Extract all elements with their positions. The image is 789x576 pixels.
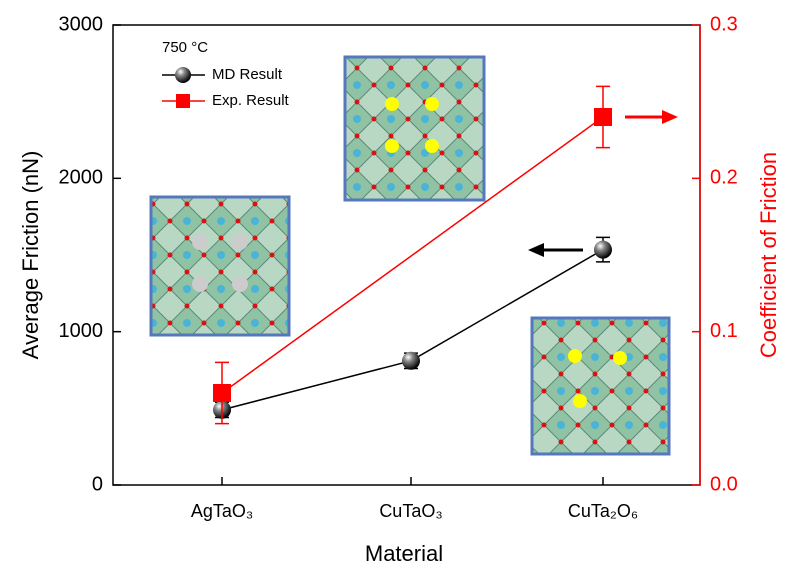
y-tick-label: 3000: [59, 13, 104, 35]
x-tick-label: CuTaO₃: [379, 501, 442, 521]
inset-agtao3: [149, 195, 291, 337]
y-axis-label: Average Friction (nN): [18, 151, 43, 360]
legend-title: 750 °C: [162, 39, 208, 56]
x-tick-label: CuTa₂O₆: [568, 501, 638, 521]
y-tick-label: 2000: [59, 167, 104, 189]
y2-axis-label: Coefficient of Friction: [756, 152, 781, 358]
y2-tick-label: 0.0: [710, 473, 738, 495]
x-tick-label: AgTaO₃: [191, 501, 253, 521]
x-axis-label: Material: [365, 541, 443, 566]
series-line: [221, 116, 604, 394]
y2-tick-label: 0.1: [710, 320, 738, 342]
marker: [594, 108, 612, 126]
legend-marker: [176, 94, 190, 108]
arrow-left: [528, 243, 583, 257]
marker: [213, 384, 231, 402]
marker: [594, 240, 612, 259]
arrow-right: [625, 110, 678, 124]
legend-label: MD Result: [212, 66, 283, 83]
y2-tick-label: 0.2: [710, 167, 738, 189]
inset-cuta2o6: [530, 316, 671, 456]
y2-tick-label: 0.3: [710, 13, 738, 35]
legend-marker: [175, 67, 191, 83]
y-tick-label: 0: [92, 473, 103, 495]
y-tick-label: 1000: [59, 320, 104, 342]
legend-label: Exp. Result: [212, 92, 290, 109]
marker: [402, 351, 420, 370]
inset-cutao3: [343, 55, 486, 202]
